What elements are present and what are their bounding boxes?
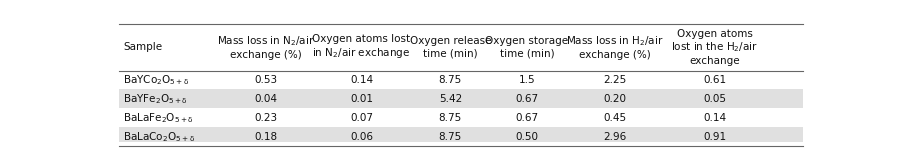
Text: 0.14: 0.14 [703, 113, 726, 123]
Text: 8.75: 8.75 [438, 113, 462, 123]
Text: Mass loss in $\mathregular{H_2}$/air
exchange (%): Mass loss in $\mathregular{H_2}$/air exc… [566, 35, 663, 60]
Text: $\mathregular{BaLaFe_2O_{5+\delta}}$: $\mathregular{BaLaFe_2O_{5+\delta}}$ [123, 111, 194, 125]
Text: 0.04: 0.04 [255, 94, 277, 104]
Text: 0.45: 0.45 [603, 113, 626, 123]
Text: 0.18: 0.18 [254, 132, 277, 142]
Text: 5.42: 5.42 [438, 94, 462, 104]
Text: Oxygen atoms
lost in the $\mathregular{H_2}$/air
exchange: Oxygen atoms lost in the $\mathregular{H… [671, 28, 759, 66]
Bar [120, 127, 803, 146]
Bar [120, 24, 803, 70]
Text: 0.05: 0.05 [703, 94, 726, 104]
Text: 0.23: 0.23 [254, 113, 277, 123]
Text: Oxygen atoms lost
in $\mathregular{N_2}$/air exchange: Oxygen atoms lost in $\mathregular{N_2}$… [312, 34, 410, 60]
Text: 0.61: 0.61 [703, 75, 726, 85]
Text: 8.75: 8.75 [438, 75, 462, 85]
Text: 0.06: 0.06 [350, 132, 373, 142]
Text: Sample: Sample [123, 42, 162, 52]
Text: 8.75: 8.75 [438, 132, 462, 142]
Text: $\mathregular{BaLaCo_2O_{5+\delta}}$: $\mathregular{BaLaCo_2O_{5+\delta}}$ [123, 130, 195, 144]
Text: 1.5: 1.5 [518, 75, 536, 85]
Text: 0.67: 0.67 [516, 94, 538, 104]
Text: 0.53: 0.53 [254, 75, 277, 85]
Text: 0.07: 0.07 [350, 113, 373, 123]
Text: $\mathregular{BaYFe_2O_{5+\delta}}$: $\mathregular{BaYFe_2O_{5+\delta}}$ [123, 92, 188, 106]
Bar [120, 108, 803, 127]
Bar [120, 90, 803, 108]
Text: 0.01: 0.01 [350, 94, 373, 104]
Text: 0.50: 0.50 [516, 132, 538, 142]
Text: Oxygen storage
time (min): Oxygen storage time (min) [485, 36, 569, 58]
Text: 0.14: 0.14 [350, 75, 373, 85]
Text: Oxygen release
time (min): Oxygen release time (min) [410, 36, 491, 58]
Text: 0.20: 0.20 [603, 94, 626, 104]
Text: 0.91: 0.91 [703, 132, 726, 142]
Text: 2.25: 2.25 [603, 75, 626, 85]
Text: 0.67: 0.67 [516, 113, 538, 123]
Bar [120, 70, 803, 90]
Text: 2.96: 2.96 [603, 132, 626, 142]
Text: Mass loss in $\mathregular{N_2}$/air
exchange (%): Mass loss in $\mathregular{N_2}$/air exc… [217, 35, 314, 60]
Text: $\mathregular{BaYCo_2O_{5+\delta}}$: $\mathregular{BaYCo_2O_{5+\delta}}$ [123, 73, 189, 87]
